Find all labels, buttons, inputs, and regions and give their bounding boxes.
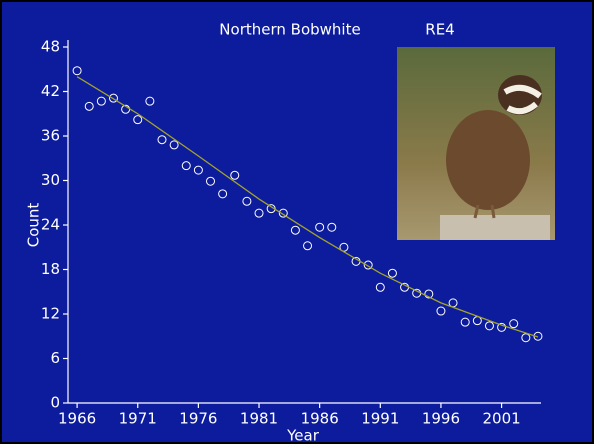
bird-body — [446, 110, 530, 210]
x-tick-label: 1996 — [422, 410, 460, 428]
y-tick-label: 6 — [50, 349, 60, 367]
y-tick-label: 48 — [41, 38, 60, 56]
bird-photo — [397, 47, 555, 240]
y-tick-label: 12 — [41, 305, 60, 323]
y-tick-label: 24 — [41, 216, 60, 234]
x-tick-label: 1981 — [240, 410, 278, 428]
chart-title: Northern Bobwhite — [219, 21, 360, 39]
x-axis-label: Year — [286, 427, 320, 444]
y-tick-label: 30 — [41, 171, 60, 189]
chart-subtitle: RE4 — [425, 21, 454, 39]
x-tick-label: 1991 — [361, 410, 399, 428]
y-axis-label: Count — [25, 203, 43, 248]
chart: Northern Bobwhite RE4 Year Count 0612182… — [0, 0, 594, 444]
x-tick-label: 1966 — [58, 410, 96, 428]
post — [440, 215, 550, 240]
x-tick-label: 1976 — [179, 410, 217, 428]
y-tick-label: 42 — [41, 82, 60, 100]
y-tick-label: 18 — [41, 260, 60, 278]
x-tick-label: 1971 — [119, 410, 157, 428]
y-tick-label: 36 — [41, 127, 60, 145]
bird-leg — [492, 205, 494, 218]
x-tick-label: 2001 — [482, 410, 520, 428]
x-tick-label: 1986 — [301, 410, 339, 428]
